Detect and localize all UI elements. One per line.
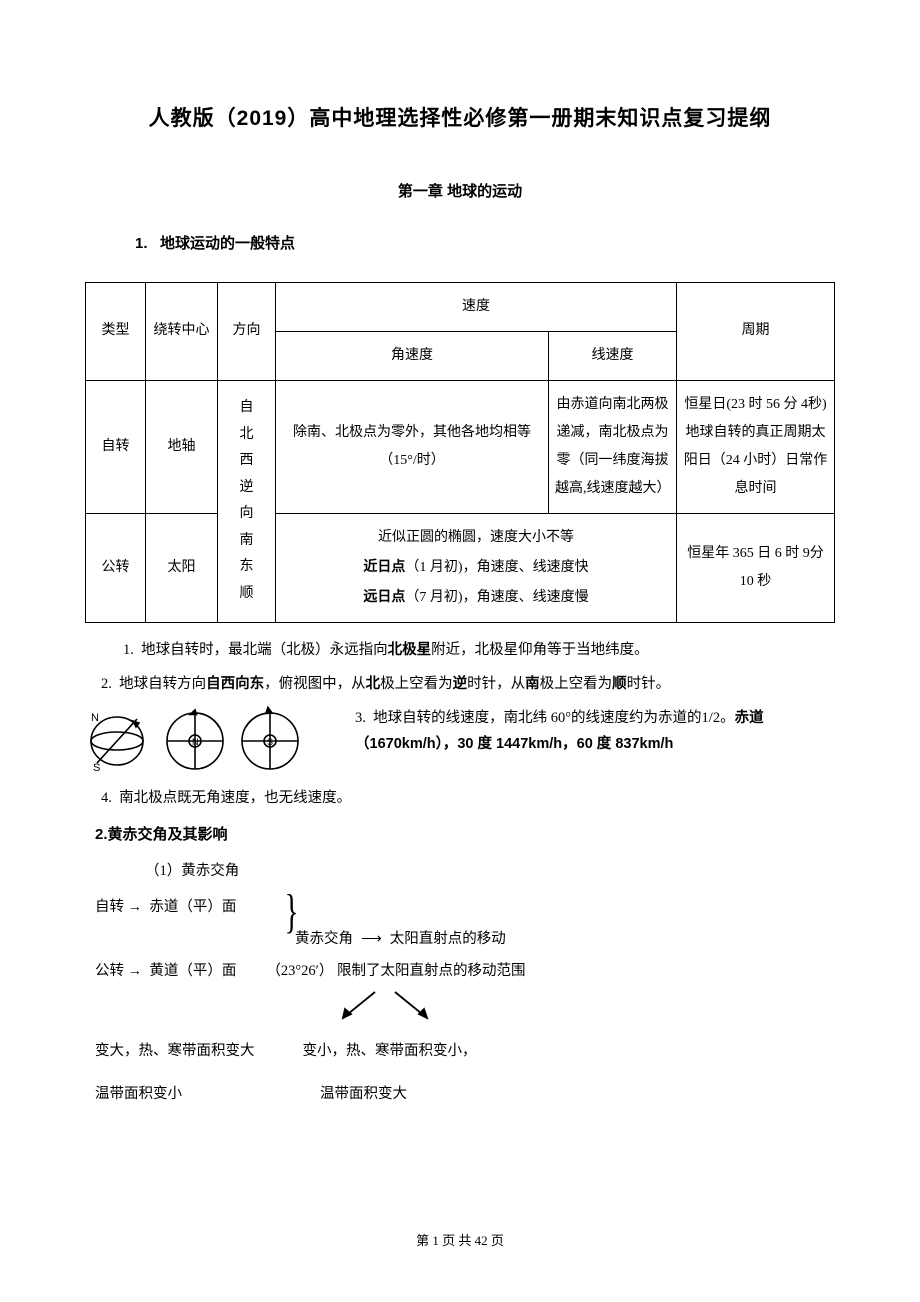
doc-title: 人教版（2019）高中地理选择性必修第一册期末知识点复习提纲 [85,100,835,138]
note-1-bold: 北极星 [388,642,432,658]
footer-e: 页 [488,1233,504,1248]
hdr-center: 绕转中心 [146,282,218,380]
note-1a: 地球自转时，最北端（北极）永远指向 [141,642,388,658]
hdr-linear: 线速度 [549,331,677,380]
flow-result-temp1: 温带面积变小 [95,1081,182,1107]
table-row: 自转 地轴 自北西逆向南东顺 除南、北极点为零外，其他各地均相等（15°/时） … [86,380,835,513]
cell-rotation-center: 地轴 [146,380,218,513]
footer-c: 页 共 [439,1233,475,1248]
section-2-heading: 2.黄赤交角及其影响 [95,821,835,848]
cell-rotation-angular: 除南、北极点为零外，其他各地均相等（15°/时） [276,380,549,513]
note-2-num: 2. [101,676,112,692]
svg-text:N: N [192,737,199,747]
aphelion-label: 远日点 [363,588,405,604]
flow-arrows-icon [325,988,525,1024]
flow-result-temp2: 温带面积变大 [320,1081,407,1107]
brace-icon: } [285,888,299,936]
note-3: 3. 地球自转的线速度，南北纬 60°的线速度约为赤道的1/2。赤道（1670k… [315,705,835,763]
earth-motion-table: 类型 绕转中心 方向 速度 周期 角速度 线速度 自转 地轴 自北西逆向南东顺 … [85,282,835,623]
note-2g: 时针，从 [467,676,525,692]
note-2k: 时针。 [627,676,671,692]
rev-speed-line1: 近似正圆的椭圆，速度大小不等 [282,524,670,552]
hdr-speed: 速度 [276,282,677,331]
hdr-type: 类型 [86,282,146,380]
note-2j: 顺 [612,676,627,692]
svg-text:S: S [93,762,100,774]
cell-revolution-speed: 近似正圆的椭圆，速度大小不等 近日点（1 月初)，角速度、线速度快 远日点（7 … [276,513,677,622]
flow-diagram: 自转 → 赤道（平）面 } 黄赤交角 ⟶ 太阳直射点的移动 公转 → 黄道（平）… [85,894,835,1106]
flow-angle-limit: （23°26′） 限制了太阳直射点的移动范围 [266,958,525,984]
note-1-num: 1. [123,642,134,658]
note-2i: 极上空看为 [540,676,613,692]
table-row: 公转 太阳 近似正圆的椭圆，速度大小不等 近日点（1 月初)，角速度、线速度快 … [86,513,835,622]
arrow-icon: ⟶ [361,926,382,952]
note-4: 4. 南北极点既无角速度，也无线速度。 [123,785,835,811]
rotation-diagram-block: N S N S 3. 地球自转的线速度，南北纬 60°的线速度约为赤道的1/2。… [85,705,835,777]
rev-speed-line2: 近日点（1 月初)，角速度、线速度快 [282,552,670,582]
note-2b: 自西向东 [206,676,264,692]
flow-rotation: 自转 → 赤道（平）面 [95,894,236,920]
aphelion-desc: （7 月初)，角速度、线速度慢 [405,590,588,605]
note-3-num: 3. [355,710,366,726]
note-1c: 附近，北极星仰角等于当地纬度。 [431,642,649,658]
hdr-dir: 方向 [218,282,276,380]
note-2a: 地球自转方向 [119,676,206,692]
footer-a: 第 [416,1233,432,1248]
note-2d: 北 [366,676,381,692]
cell-revolution-center: 太阳 [146,513,218,622]
flow-result-smaller: 变小，热、寒带面积变小， [303,1038,477,1064]
svg-text:S: S [267,737,273,747]
section-1-num: 1. [135,235,148,252]
note-4-text: 南北极点既无角速度，也无线速度。 [119,790,351,806]
section-1-title: 地球运动的一般特点 [160,235,295,252]
hdr-angular: 角速度 [276,331,549,380]
note-3a: 地球自转的线速度，南北纬 60°的线速度约为赤道的1/2。 [373,710,734,726]
svg-text:N: N [91,712,99,724]
note-4-num: 4. [101,790,112,806]
perihelion-desc: （1 月初)，角速度、线速度快 [405,560,588,575]
cell-revolution-type: 公转 [86,513,146,622]
page-footer: 第 1 页 共 42 页 [0,1229,920,1252]
flow-revolution: 公转 → 黄道（平）面 [95,958,236,984]
chapter-title: 第一章 地球的运动 [85,178,835,205]
cell-rotation-type: 自转 [86,380,146,513]
cell-direction-shared: 自北西逆向南东顺 [218,380,276,622]
flow-result-larger: 变大，热、寒带面积变大 [95,1038,255,1064]
rotation-diagram-icon: N S N S [85,705,315,777]
table-row: 类型 绕转中心 方向 速度 周期 [86,282,835,331]
hdr-period: 周期 [677,282,835,380]
flow-ecliptic-angle: 黄赤交角 [295,926,353,952]
perihelion-label: 近日点 [363,558,405,574]
rev-speed-line3: 远日点（7 月初)，角速度、线速度慢 [282,582,670,612]
cell-revolution-period: 恒星年 365 日 6 时 9分 10 秒 [677,513,835,622]
note-2h: 南 [525,676,540,692]
cell-rotation-period: 恒星日(23 时 56 分 4秒)地球自转的真正周期太阳日（24 小时）日常作息… [677,380,835,513]
cell-rotation-linear: 由赤道向南北两极递减，南北极点为零（同一纬度海拔越高,线速度越大） [549,380,677,513]
sub-1: （1）黄赤交角 [145,858,835,884]
footer-total: 42 [475,1233,488,1248]
flow-sun-move: 太阳直射点的移动 [390,926,506,952]
note-1: 1. 地球自转时，最北端（北极）永远指向北极星附近，北极星仰角等于当地纬度。 [145,637,835,663]
section-1-heading: 1. 地球运动的一般特点 [135,230,835,257]
note-2: 2. 地球自转方向自西向东，俯视图中，从北极上空看为逆时针，从南极上空看为顺时针… [123,671,835,697]
note-2e: 极上空看为 [380,676,453,692]
note-2f: 逆 [453,676,468,692]
note-2c: ，俯视图中，从 [264,676,366,692]
